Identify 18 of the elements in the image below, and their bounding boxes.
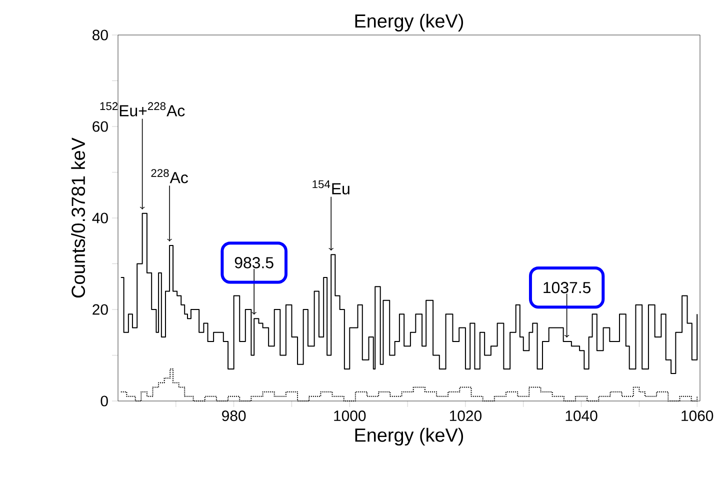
x-tick-label: 980 (222, 410, 246, 422)
x-tick-label: 1040 (566, 410, 598, 422)
x-tick-label: 1000 (334, 410, 366, 422)
x-axis-title: Energy (keV) (355, 428, 464, 446)
annotation: 1037.5 (544, 282, 591, 294)
y-tick-label: 0 (100, 396, 108, 406)
annotation: 983.5 (234, 257, 274, 268)
x-tick-label: 1060 (682, 410, 714, 422)
y-tick-label: 40 (92, 212, 108, 224)
y-tick-label: 20 (92, 304, 108, 315)
y-tick-label: 60 (92, 121, 108, 132)
annotation: $^{152}$Eu+$^{228}$Ac (100, 102, 185, 116)
y-axis-title: Counts/0.3781 keV (71, 138, 86, 298)
x-tick-label: 1020 (450, 410, 482, 422)
annotation: $^{228}$Ac (151, 169, 188, 184)
y-tick-label: 80 (92, 30, 108, 40)
x2-axis-title: Energy (keV) (355, 14, 464, 32)
annotation: $^{154}$Eu (312, 180, 350, 194)
